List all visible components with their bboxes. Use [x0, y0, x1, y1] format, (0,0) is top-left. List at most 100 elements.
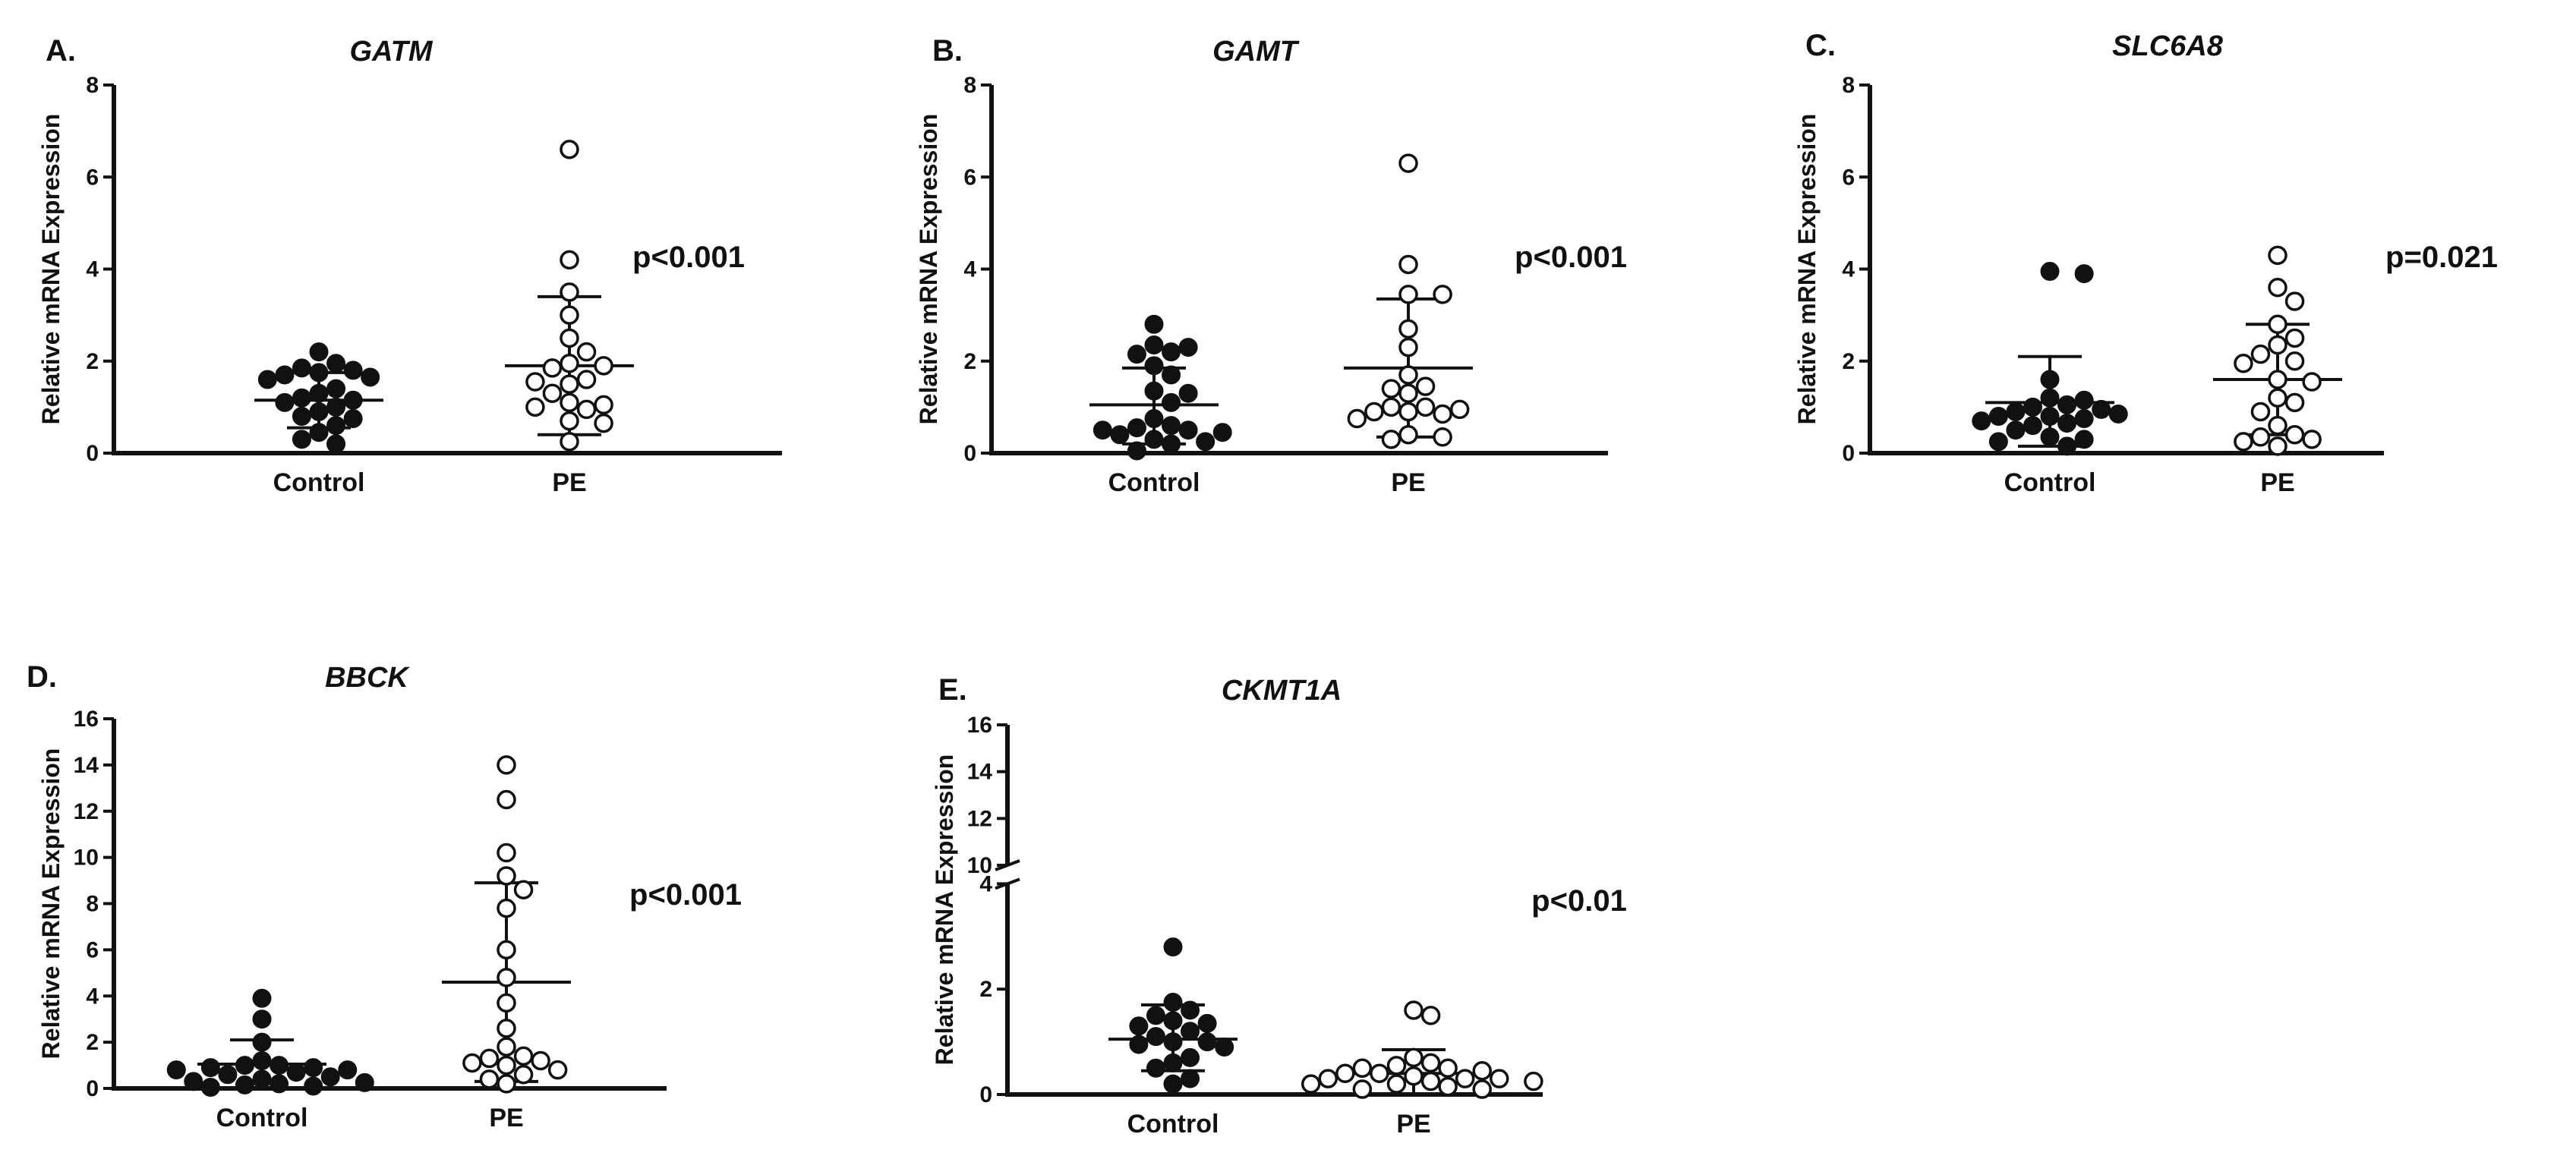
data-point-pe: [2268, 388, 2288, 408]
y-tick-label: 6: [963, 165, 976, 190]
data-point-pe: [560, 140, 579, 159]
data-point-pe: [594, 413, 613, 433]
data-point-control: [1144, 409, 1164, 429]
data-point-pe: [497, 789, 516, 810]
data-point-pe: [497, 755, 516, 775]
panel-letter: A.: [46, 34, 76, 68]
data-point-pe: [1433, 404, 1452, 424]
panel-letter: D.: [27, 660, 57, 694]
data-point-pe: [547, 1060, 568, 1080]
data-point-control: [1146, 1027, 1165, 1047]
data-point-control: [2006, 402, 2026, 421]
data-point-pe: [497, 1019, 516, 1038]
data-point-control: [304, 1076, 323, 1096]
data-point-control: [1181, 1069, 1200, 1088]
data-point-pe: [531, 1050, 550, 1071]
data-point-pe: [2234, 432, 2253, 452]
data-point-control: [2074, 264, 2094, 284]
data-point-control: [1197, 1013, 1217, 1033]
data-point-control: [252, 1050, 272, 1070]
data-point-control: [270, 1056, 289, 1076]
chart-panel-e: E. CKMT1A 0 2 410 12 14 16 Relative mRNA Express…: [931, 673, 1627, 1139]
data-point-control: [292, 430, 311, 449]
data-point-control: [1129, 1035, 1149, 1054]
y-tick-label: 8: [963, 73, 976, 98]
x-category-label: Control: [216, 1104, 308, 1132]
data-point-control: [218, 1065, 238, 1085]
y-tick-label: 0: [86, 1076, 99, 1101]
data-point-pe: [497, 866, 516, 886]
y-axis-label: Relative mRNA Expression: [37, 748, 65, 1060]
y-tick-label: 14: [74, 753, 99, 778]
data-point-pe: [1472, 1079, 1492, 1099]
chart-title: GAMT: [1212, 36, 1300, 68]
data-point-control: [1144, 314, 1164, 334]
data-point-control: [1144, 430, 1164, 449]
data-point-control: [309, 402, 329, 421]
data-point-pe: [479, 1048, 500, 1069]
data-point-control: [252, 1032, 272, 1052]
data-point-pe: [1398, 402, 1418, 422]
y-axis-label: Relative mRNA Expression: [1793, 114, 1821, 425]
data-point-control: [200, 1058, 220, 1078]
y-tick-label: 4: [86, 984, 99, 1009]
data-point-control: [2040, 427, 2060, 447]
y-tick-label: 6: [86, 165, 99, 190]
data-point-control: [309, 423, 329, 442]
data-point-control: [1144, 335, 1164, 355]
data-point-control: [1197, 1032, 1217, 1052]
data-point-pe: [2284, 425, 2305, 445]
data-point-control: [1129, 1016, 1149, 1036]
data-point-control: [2040, 388, 2060, 408]
data-point-pe: [2268, 370, 2288, 389]
data-point-pe: [1318, 1069, 1338, 1088]
panel-letter: C.: [1805, 29, 1836, 62]
data-point-pe: [479, 1069, 500, 1089]
data-point-pe: [2268, 335, 2288, 355]
data-point-pe: [525, 372, 545, 392]
data-point-control: [343, 390, 363, 410]
data-point-control: [235, 1056, 254, 1076]
data-point-pe: [1404, 1066, 1424, 1086]
y-tick-label: 0: [963, 441, 976, 466]
panel-letter: B.: [932, 34, 963, 68]
data-point-pe: [1364, 402, 1384, 422]
data-point-control: [1163, 1053, 1183, 1072]
y-tick-label: 12: [967, 806, 992, 831]
data-point-control: [1093, 420, 1112, 440]
data-point-pe: [560, 305, 579, 325]
data-point-control: [2057, 414, 2077, 433]
y-tick-label: 0: [1842, 441, 1855, 466]
data-point-control: [1162, 416, 1181, 436]
data-point-control: [2040, 262, 2060, 282]
data-point-pe: [1398, 285, 1418, 304]
data-point-control: [1162, 392, 1181, 412]
data-point-control: [2006, 420, 2026, 440]
y-tick-label: 16: [967, 713, 992, 738]
data-point-pe: [1455, 1069, 1475, 1088]
data-point-control: [292, 388, 311, 408]
x-category-label: Control: [2004, 468, 2096, 497]
y-tick-label: 2: [1842, 349, 1855, 374]
data-point-pe: [497, 940, 516, 960]
data-point-pe: [1352, 1079, 1373, 1099]
y-tick-label: 4: [979, 871, 992, 896]
data-point-control: [2040, 407, 2060, 426]
data-point-control: [1181, 1000, 1200, 1020]
data-point-pe: [560, 328, 579, 348]
y-tick-label: 0: [979, 1082, 992, 1107]
data-point-control: [326, 397, 346, 417]
data-point-pe: [1433, 427, 1452, 447]
data-point-control: [1144, 381, 1164, 401]
data-point-pe: [1381, 430, 1402, 449]
data-point-pe: [560, 374, 579, 394]
p-value-label: p<0.01: [1531, 884, 1627, 918]
data-point-pe: [513, 1064, 534, 1085]
data-point-control: [2092, 399, 2111, 419]
data-point-control: [343, 361, 363, 380]
data-point-control: [304, 1058, 323, 1078]
data-point-control: [1127, 345, 1146, 364]
data-point-control: [2023, 397, 2042, 417]
data-point-control: [1127, 418, 1146, 438]
y-tick-label: 14: [967, 760, 993, 785]
